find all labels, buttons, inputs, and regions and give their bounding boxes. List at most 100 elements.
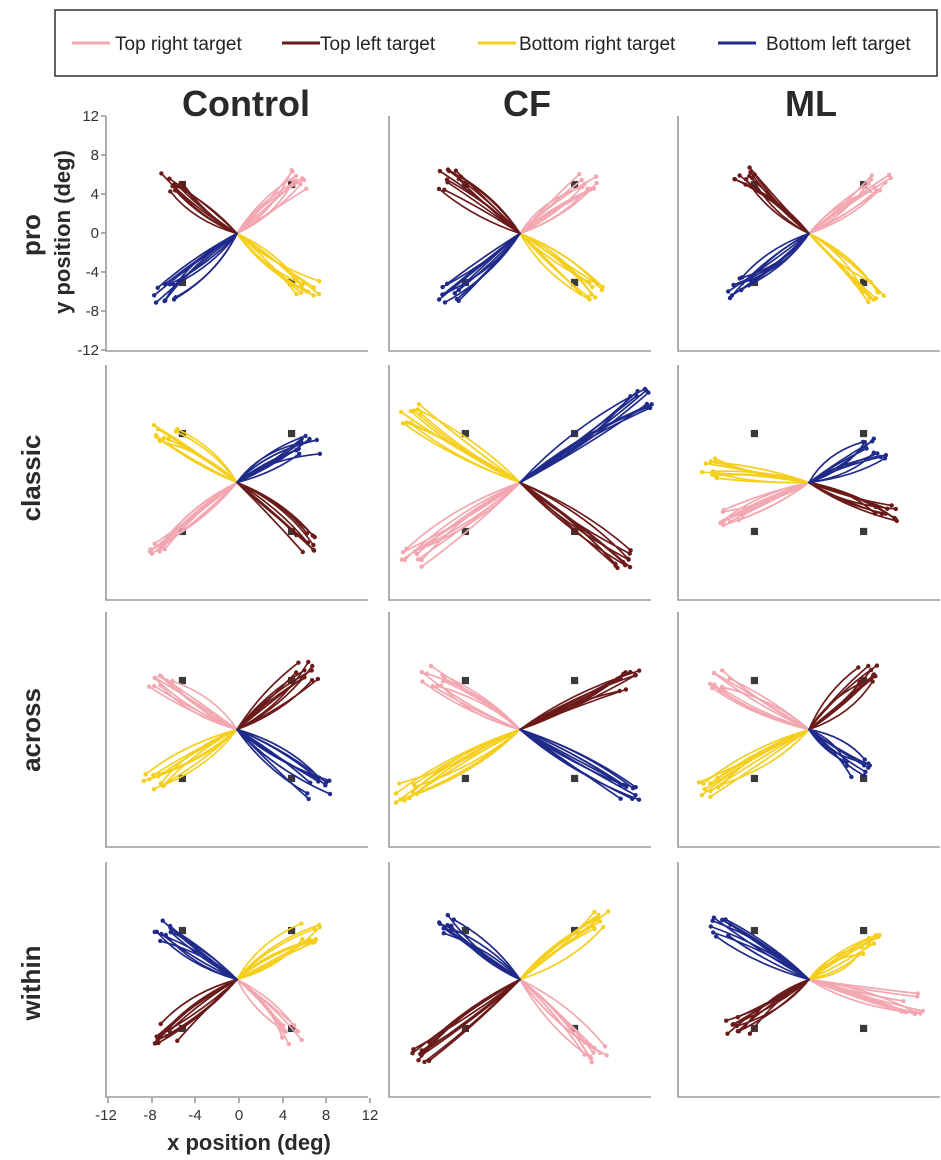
trajectory-trace [808, 681, 861, 731]
trajectory-endpoint [725, 1031, 730, 1036]
trajectory-trace [519, 175, 598, 235]
trajectory-endpoint [453, 168, 459, 173]
trajectory-endpoint [577, 171, 582, 177]
trajectory-endpoint [304, 186, 309, 191]
trajectory-endpoint [168, 189, 173, 194]
trajectory-trace [808, 978, 924, 1012]
trajectory-trace [519, 978, 606, 1048]
trajectory-trace [236, 180, 296, 235]
trajectory-endpoint [416, 402, 422, 407]
trajectory-endpoint [171, 297, 177, 302]
trajectory-trace [808, 174, 873, 235]
trajectory-endpoint [699, 470, 705, 475]
trajectory-endpoint [586, 294, 591, 300]
trajectory-endpoint [411, 1047, 416, 1052]
trajectory-trace [236, 439, 318, 484]
trajectory-endpoint [157, 673, 163, 678]
panel-across-cf [388, 612, 651, 848]
trajectory-trace [156, 232, 238, 289]
trajectory-endpoint [702, 787, 707, 792]
trajectory-trace [152, 728, 238, 776]
legend-label-bottom-left: Bottom left target [766, 34, 911, 55]
trajectory-endpoint [875, 935, 881, 940]
trajectory-endpoint [419, 545, 425, 550]
target-marker [750, 774, 759, 783]
trajectory-endpoint [849, 774, 854, 780]
row-title-pro: pro [16, 214, 46, 256]
trajectory-endpoint [742, 1024, 748, 1030]
trajectory-trace [808, 666, 860, 731]
trajectory-endpoint [168, 930, 173, 935]
trajectory-endpoint [410, 1051, 415, 1056]
panel-axis-frame [388, 862, 651, 1098]
panel-classic-cf [388, 365, 654, 601]
trajectory-trace [519, 232, 590, 298]
trajectory-endpoint [310, 663, 315, 669]
trajectory-trace [441, 232, 521, 296]
y-tick-label: -8 [86, 303, 99, 320]
trajectory-endpoint [167, 176, 172, 181]
target-marker [461, 676, 470, 685]
trajectory-endpoint [173, 429, 178, 434]
trajectory-endpoint [866, 663, 871, 669]
legend-label-bottom-right: Bottom right target [519, 34, 676, 55]
trajectory-endpoint [633, 785, 638, 790]
trajectory-endpoint [866, 761, 871, 766]
trajectory-trace [236, 175, 297, 235]
trajectory-endpoint [166, 436, 171, 441]
trajectory-endpoint [280, 1035, 285, 1040]
trajectory-endpoint [871, 941, 876, 946]
trajectory-endpoint [719, 684, 725, 690]
trajectory-trace [236, 922, 303, 981]
y-tick-label: -4 [86, 264, 99, 281]
trajectory-trace [709, 728, 810, 792]
trajectory-endpoint [175, 1038, 180, 1044]
trajectory-trace [442, 680, 521, 731]
trajectory-endpoint [438, 683, 444, 688]
trajectory-trace [808, 181, 887, 235]
trajectory-trace [808, 232, 864, 294]
trajectory-endpoint [444, 177, 450, 182]
trajectory-endpoint [404, 420, 410, 425]
trajectory-endpoint [591, 923, 596, 929]
trajectory-trace [155, 978, 238, 1044]
trajectory-endpoint [158, 1021, 163, 1027]
trajectory-trace [808, 481, 893, 507]
trajectory-endpoint [867, 295, 873, 300]
trajectory-endpoint [632, 673, 638, 678]
target-marker [750, 527, 759, 536]
trajectory-endpoint [871, 450, 876, 455]
trajectory-trace [440, 684, 521, 731]
trajectory-endpoint [159, 171, 164, 176]
x-ticks: -12 -8 -4 0 4 8 12 [95, 1098, 378, 1124]
panel-axis-frame [677, 116, 940, 352]
trajectory-trace [159, 674, 238, 731]
y-tick-label: 8 [91, 147, 99, 164]
trajectory-endpoint [440, 284, 445, 290]
x-axis-label: x position (deg) [167, 1130, 331, 1155]
trajectory-trace [808, 481, 877, 508]
panel-classic-ml [677, 365, 940, 601]
y-axis-label: y position (deg) [50, 150, 75, 314]
trajectory-endpoint [871, 436, 876, 441]
trajectory-endpoint [913, 1010, 919, 1015]
trajectory-trace [236, 728, 327, 787]
trajectory-trace [174, 430, 238, 484]
trajectory-endpoint [592, 909, 597, 915]
trajectory-endpoint [732, 177, 738, 182]
trajectory-endpoint [593, 295, 598, 300]
trajectory-trace [721, 686, 810, 731]
trajectory-endpoint [708, 924, 713, 929]
trajectory-trace [154, 677, 238, 731]
x-tick-label: -12 [95, 1107, 117, 1124]
trajectory-endpoint [626, 556, 631, 561]
trajectory-endpoint [440, 292, 445, 297]
trajectory-endpoint [596, 912, 601, 918]
trajectory-trace [420, 978, 521, 1057]
trajectory-trace [153, 481, 238, 545]
trajectory-endpoint [712, 682, 717, 687]
trajectory-endpoint [147, 777, 152, 782]
trajectory-trace [417, 481, 521, 561]
trajectory-endpoint [296, 441, 301, 446]
x-tick-label: 12 [362, 1107, 379, 1124]
